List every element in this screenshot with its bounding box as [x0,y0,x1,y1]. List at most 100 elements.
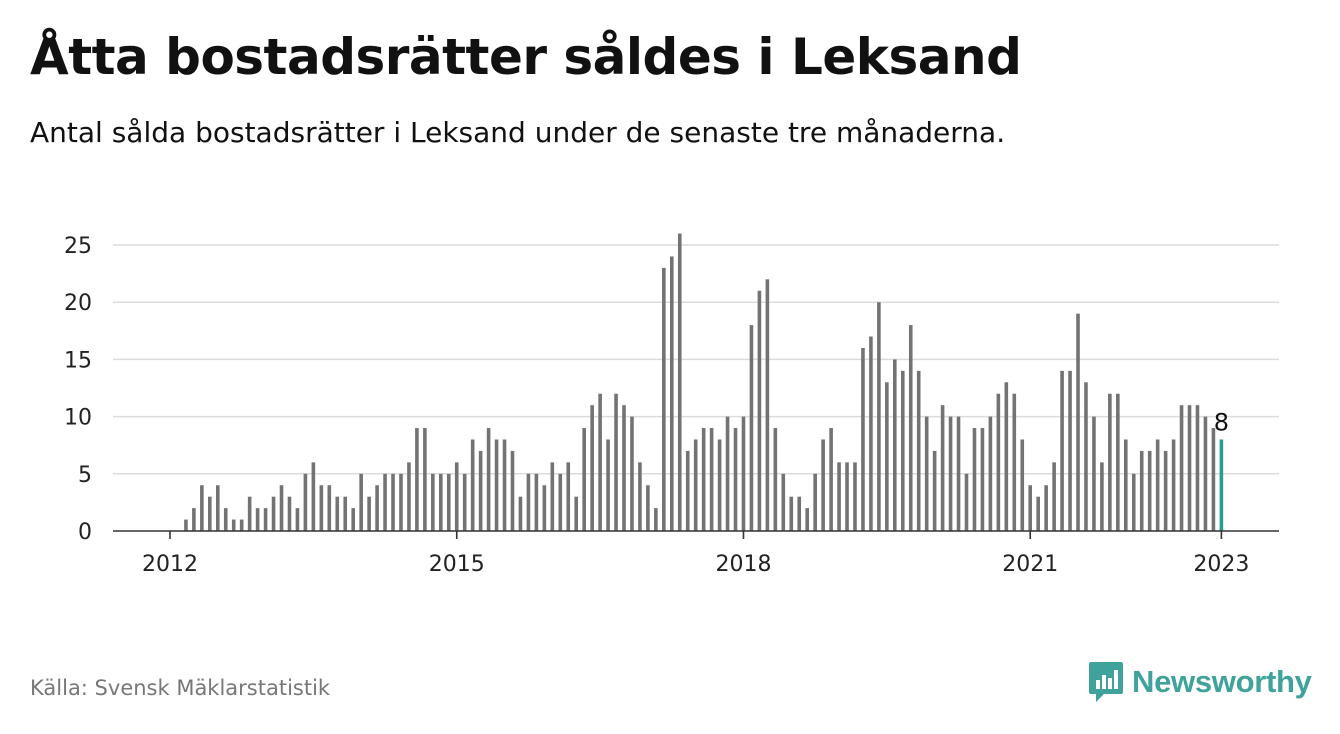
bar [638,462,642,531]
bar [630,416,634,531]
bar [510,450,515,531]
bar [908,325,913,531]
bar [303,473,308,531]
bar [996,393,1001,531]
bar [725,416,730,531]
bar [900,370,905,531]
bar [1076,313,1080,531]
y-tick-label: 5 [78,463,92,488]
chart-title: Åtta bostadsrätter såldes i Leksand [30,28,1022,86]
bar [940,405,945,531]
bar [988,416,993,531]
bar [646,485,650,531]
bar [964,473,969,531]
bar [550,462,555,531]
bar [271,496,276,531]
bar [415,428,419,531]
bar [606,439,610,531]
bar [582,428,586,531]
bar [359,473,363,531]
bar [462,473,467,531]
bar [247,496,252,531]
bar [733,428,738,531]
bar [439,473,443,531]
gridlines [113,244,1279,475]
axes: 0 5 10 15 20 25 8 2012 2015 2018 2021 2023 [64,234,1279,577]
bar [813,473,817,531]
bar [622,405,626,531]
bar [765,279,770,531]
bar-highlight [1219,439,1224,531]
bar [1139,450,1144,531]
bar-chart: 0 5 10 15 20 25 8 2012 2015 2018 2021 2023 [64,233,1279,577]
bar [1004,382,1009,531]
bar [590,405,594,531]
bar [574,496,579,531]
bar [200,485,204,531]
bar [662,267,666,531]
bar [773,428,778,531]
bar [518,496,523,531]
bar [1012,393,1017,531]
bar [383,473,387,531]
x-tick-label: 2018 [715,552,771,577]
bar [239,519,244,531]
x-tick-label: 2012 [142,552,198,577]
bar [1108,393,1112,531]
bar [1171,439,1176,531]
highlight-value-label: 8 [1214,408,1229,436]
brand-logo[interactable]: Newsworthy [1088,660,1312,704]
bar [685,450,690,531]
bar [1187,405,1192,531]
bar [375,485,379,531]
bars [184,233,1224,531]
bar [255,508,260,531]
bar [1100,462,1104,531]
bar [1124,439,1128,531]
bar [701,428,706,531]
bar [295,508,300,531]
bar [1092,416,1096,531]
bar [319,485,324,531]
bar [215,485,220,531]
bar [223,508,228,531]
bar [446,473,451,531]
bar [709,428,714,531]
bar [948,416,953,531]
bar [208,496,212,531]
source-note: Källa: Svensk Mäklarstatistik [30,676,331,700]
bar [192,508,196,531]
bar [1020,439,1025,531]
bar [1052,462,1056,531]
bar [924,416,929,531]
bar [789,496,794,531]
bar [677,233,682,531]
bar [893,359,897,531]
bar [351,508,355,531]
bar [1147,450,1152,531]
bar [1179,405,1184,531]
bar [231,519,236,531]
bar [1195,405,1200,531]
bar [614,393,618,531]
y-tick-label: 25 [64,234,92,259]
bar [486,428,491,531]
y-tick-label: 15 [64,348,92,373]
bar [1036,496,1040,531]
bar [343,496,348,531]
bar [558,473,563,531]
bar [1155,439,1160,531]
bar [1211,428,1216,531]
bar [717,439,722,531]
bar [470,439,475,531]
bar [1028,485,1033,531]
bar [916,370,921,531]
bar [869,336,873,531]
bar [1044,485,1048,531]
bar [853,462,857,531]
bar [885,382,889,531]
bar [749,325,754,531]
bar [781,473,786,531]
bar [478,450,483,531]
bar [837,462,841,531]
